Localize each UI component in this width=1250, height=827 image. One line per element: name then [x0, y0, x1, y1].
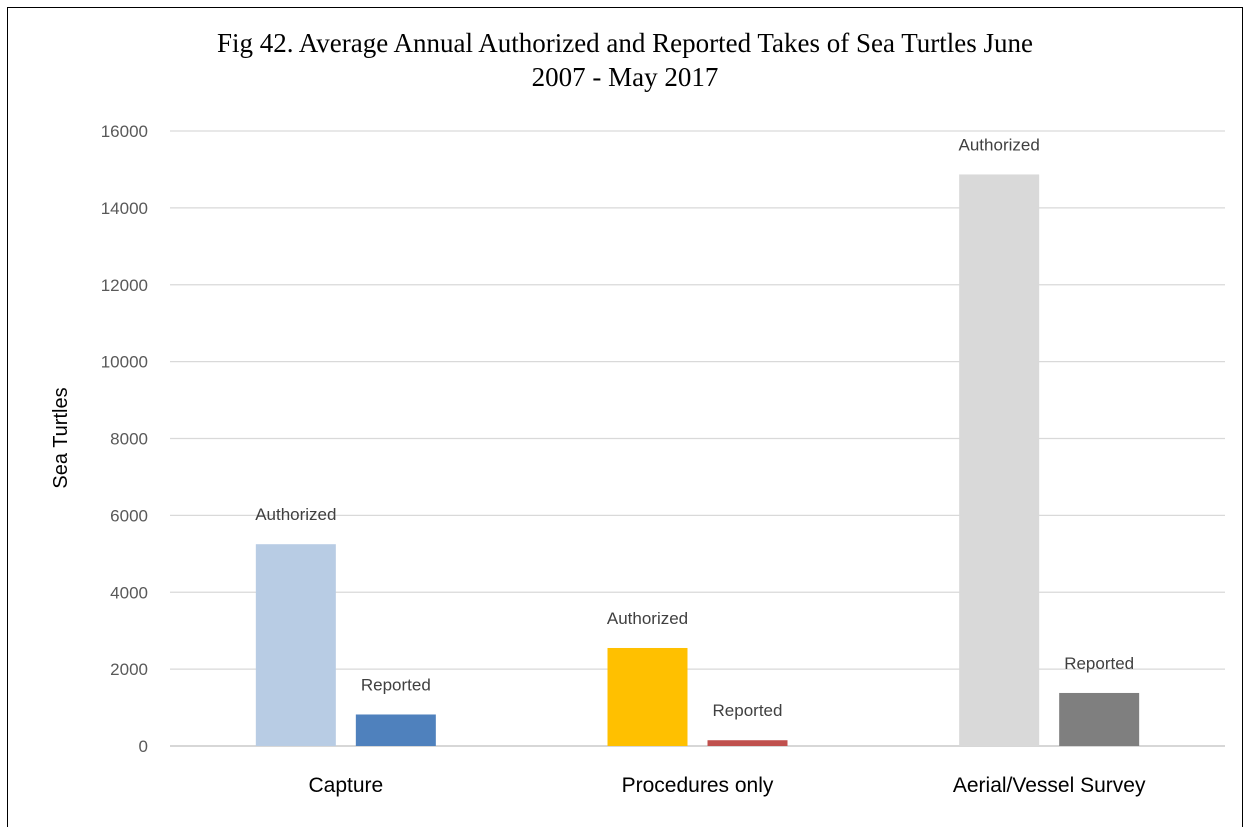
y-tick-label: 0 [139, 737, 148, 756]
data-labels: Authorized Reported Authorized Reported Auth… [255, 135, 1134, 720]
x-category-label: Procedures only [622, 774, 774, 797]
y-axis-ticks: 0 2000 4000 6000 8000 10000 12000 14000 16000 [101, 122, 148, 756]
y-tick-label: 14000 [101, 199, 148, 218]
bar-reported [355, 714, 436, 746]
x-axis-categories: Capture Procedures only Aerial/Vessel Surv… [308, 774, 1145, 797]
chart-title-line-1: Fig 42. Average Annual Authorized and Re… [217, 28, 1033, 58]
chart-title-line-2: 2007 - May 2017 [531, 62, 719, 92]
bar-reported [1059, 692, 1140, 746]
data-label-reported: Reported [361, 675, 431, 694]
y-tick-label: 4000 [110, 583, 148, 602]
data-label-authorized: Authorized [607, 609, 688, 628]
y-tick-label: 8000 [110, 430, 148, 449]
y-tick-label: 16000 [101, 122, 148, 141]
data-label-authorized: Authorized [255, 505, 336, 524]
bar-reported [707, 740, 788, 746]
x-category-label: Aerial/Vessel Survey [953, 774, 1146, 797]
data-label-reported: Reported [1064, 654, 1134, 673]
y-tick-label: 2000 [110, 660, 148, 679]
gridlines [170, 130, 1225, 747]
bar-authorized [607, 647, 688, 746]
y-tick-label: 10000 [101, 353, 148, 372]
bars [255, 174, 1140, 746]
chart-frame [7, 7, 1243, 827]
chart-title: Fig 42. Average Annual Authorized and Re… [100, 26, 1150, 94]
data-label-reported: Reported [713, 701, 783, 720]
bar-authorized [255, 544, 336, 746]
x-category-label: Capture [308, 774, 383, 797]
data-label-authorized: Authorized [959, 135, 1040, 154]
bar-authorized [959, 174, 1040, 746]
y-tick-label: 12000 [101, 276, 148, 295]
y-tick-label: 6000 [110, 506, 148, 525]
y-axis-title: Sea Turtles [50, 387, 72, 488]
